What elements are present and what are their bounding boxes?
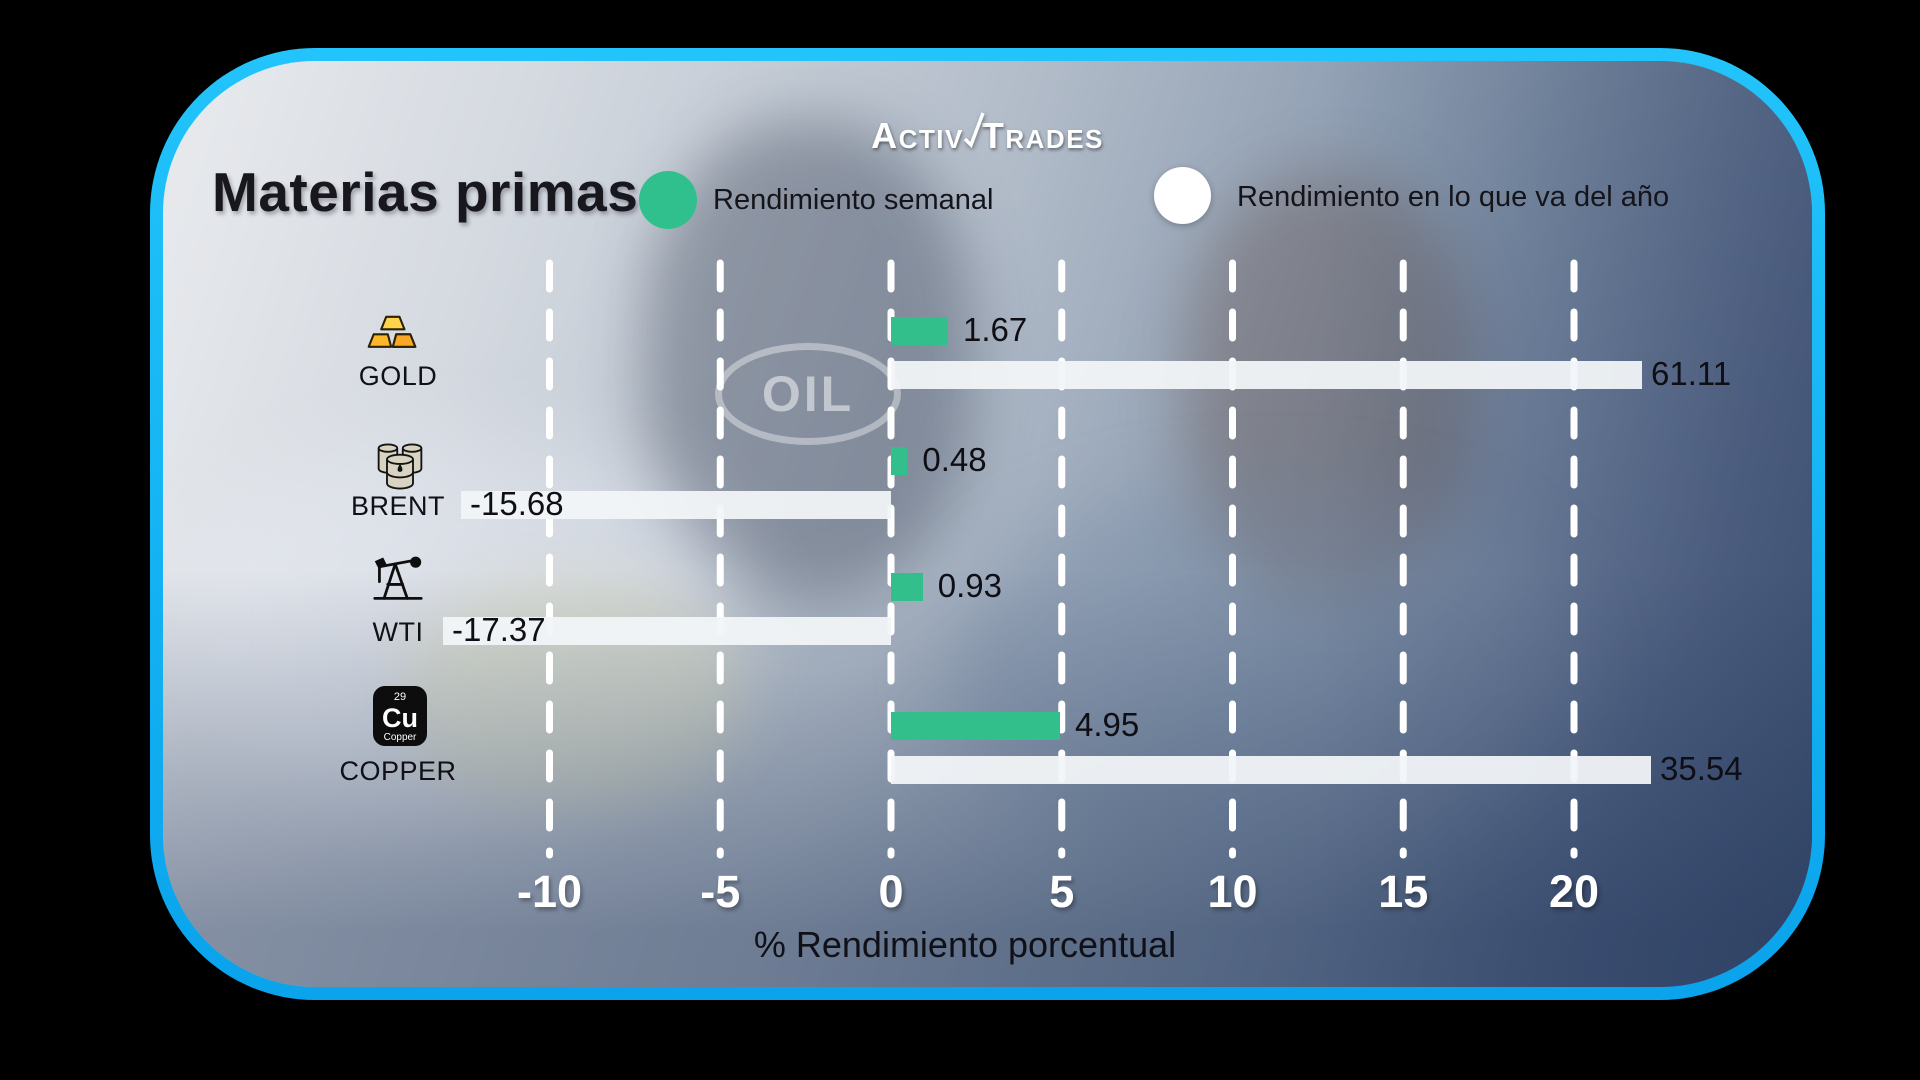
bar-weekly-copper (891, 712, 1061, 740)
legend-weekly-label: Rendimiento semanal (713, 184, 994, 216)
value-weekly-wti: 0.93 (937, 567, 1002, 604)
x-tick-5: 5 (1049, 866, 1075, 917)
value-weekly-copper: 4.95 (1075, 706, 1140, 743)
value-ytd-brent: -15.68 (470, 485, 564, 522)
x-tick--10: -10 (516, 866, 583, 917)
legend-ytd-dot (1154, 167, 1211, 224)
value-weekly-brent: 0.48 (922, 441, 987, 478)
bar-weekly-brent (891, 447, 908, 475)
bg-vignette-right (163, 61, 1812, 987)
bar-weekly-gold (891, 317, 949, 345)
gridlines (546, 259, 1578, 859)
row-label-gold: GOLD (358, 361, 438, 391)
value-ytd-wti: -17.37 (452, 611, 546, 648)
gold-bars-icon (367, 312, 417, 355)
bg-vignette-bottom (163, 61, 1812, 987)
bar-ytd-copper (891, 756, 1651, 784)
x-tick-15: 15 (1378, 866, 1429, 917)
bar-ytd-gold (891, 361, 1642, 389)
row-label-copper: COPPER (339, 756, 457, 786)
x-tick-20: 20 (1548, 866, 1600, 917)
card-content: OIL Activ Trades Materias primas Rendimie… (150, 48, 1825, 1000)
logo-word-trades: Trades (981, 115, 1104, 156)
copper-symbol: Cu (382, 703, 418, 733)
oil-pumpjack-icon (372, 550, 424, 609)
x-axis-title: % Rendimiento porcentual (753, 924, 1177, 965)
page-title: Materias primas (212, 161, 639, 223)
x-tick-0: 0 (878, 866, 904, 917)
value-weekly-gold: 1.67 (963, 311, 1028, 348)
activtrades-logo: Activ Trades (150, 110, 1825, 157)
bar-chart-plot: GOLD (150, 48, 1825, 1000)
bar-ytd-wti (443, 617, 891, 645)
legend-weekly-dot (639, 171, 697, 229)
logo-word-activ: Activ (871, 115, 964, 156)
bar-weekly-wti (891, 573, 923, 601)
commodities-card: OIL Activ Trades Materias primas Rendimie… (150, 48, 1825, 1000)
logo-check-icon (963, 112, 985, 149)
value-ytd-copper: 35.54 (1660, 750, 1743, 787)
row-label-wti: WTI (372, 617, 424, 647)
bg-metal-ingots-photo (953, 491, 1573, 851)
legend-ytd-label: Rendimiento en lo que va del año (1237, 181, 1670, 213)
oil-barrel-emblem: OIL (715, 343, 901, 445)
copper-name: Copper (384, 732, 417, 743)
bar-ytd-brent (461, 491, 891, 519)
x-tick--5: -5 (700, 866, 741, 917)
row-label-brent: BRENT (350, 491, 445, 521)
copper-element-icon: 29 Cu Copper (372, 685, 428, 752)
oil-emblem-text: OIL (761, 366, 855, 422)
copper-number: 29 (394, 691, 406, 703)
oil-barrels-icon (374, 435, 426, 496)
x-tick-10: 10 (1207, 866, 1258, 917)
value-ytd-gold: 61.11 (1651, 355, 1732, 392)
